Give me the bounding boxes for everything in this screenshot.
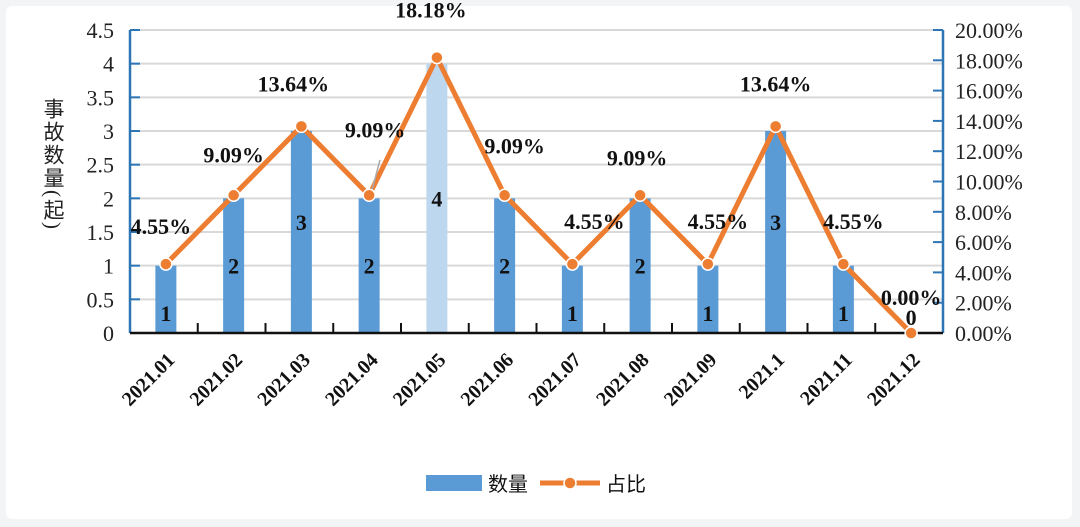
x-tick-label: 2021.12 <box>863 349 925 411</box>
ratio-marker <box>565 257 580 271</box>
y2-tick-label: 6.00% <box>955 230 1012 255</box>
x-tick-label: 2021.08 <box>592 349 654 411</box>
x-tick-label: 2021.1 <box>735 349 789 403</box>
bar-value-label: 3 <box>770 210 781 235</box>
y-axis-label: 事故数量(起) <box>41 98 65 231</box>
ratio-value-label: 4.55% <box>688 209 749 234</box>
bar <box>290 131 312 333</box>
y2-tick-label: 14.00% <box>955 109 1023 134</box>
bar-value-label: 2 <box>499 254 510 279</box>
ratio-marker <box>497 188 512 203</box>
bar <box>765 131 787 333</box>
y-tick-label: 0 <box>103 321 114 346</box>
ratio-marker <box>633 188 647 203</box>
y2-tick-label: 16.00% <box>955 79 1023 104</box>
ratio-value-label: 4.55% <box>564 209 625 234</box>
bar <box>697 265 719 333</box>
y-tick-label: 3 <box>103 119 114 144</box>
ratio-marker <box>701 257 715 271</box>
y2-tick-label: 10.00% <box>955 170 1023 195</box>
y-tick-label: 0.5 <box>87 287 115 312</box>
bar-value-label: 2 <box>364 254 375 279</box>
x-tick-label: 2021.03 <box>253 349 315 411</box>
ratio-value-label: 0.00% <box>881 285 942 310</box>
chart-card <box>6 6 1072 519</box>
x-tick-label: 2021.01 <box>118 349 180 411</box>
legend-bar-swatch <box>426 475 482 491</box>
y-tick-label: 1 <box>103 254 114 279</box>
legend-line-marker <box>563 476 577 490</box>
ratio-marker <box>226 188 241 203</box>
bar-value-label: 1 <box>567 301 578 326</box>
ratio-marker <box>768 119 783 134</box>
x-tick-label: 2021.04 <box>321 349 383 411</box>
ratio-value-label: 9.09% <box>484 133 545 158</box>
ratio-marker <box>294 119 309 134</box>
bar <box>561 265 583 333</box>
y-tick-label: 2.5 <box>87 153 115 178</box>
ratio-value-label: 18.18% <box>395 0 467 23</box>
bar-value-label: 0 <box>906 305 917 330</box>
ratio-marker <box>836 257 851 271</box>
ratio-marker <box>430 50 444 65</box>
bar <box>426 63 448 334</box>
y2-tick-label: 2.00% <box>955 291 1012 316</box>
ratio-value-label: 9.09% <box>607 145 668 170</box>
bar <box>629 198 651 333</box>
y-tick-label: 1.5 <box>87 220 115 245</box>
y2-tick-label: 20.00% <box>955 18 1023 43</box>
ratio-value-label: 9.09% <box>345 117 406 142</box>
x-tick-label: 2021.09 <box>660 349 722 411</box>
x-tick-label: 2021.11 <box>796 349 857 410</box>
ratio-value-label: 13.64% <box>258 71 330 96</box>
y2-tick-label: 4.00% <box>955 260 1012 285</box>
x-tick-label: 2021.06 <box>457 349 519 411</box>
y-tick-label: 4 <box>103 52 114 77</box>
ratio-value-label: 9.09% <box>203 142 264 167</box>
y-tick-label: 2 <box>103 186 114 211</box>
ratio-value-label: 4.55% <box>131 214 192 239</box>
y2-tick-label: 12.00% <box>955 139 1023 164</box>
bar <box>155 265 177 333</box>
bar <box>223 198 245 333</box>
bar-value-label: 3 <box>296 210 307 235</box>
y-tick-label: 4.5 <box>87 18 115 43</box>
bar-value-label: 4 <box>431 186 442 211</box>
bar-value-label: 1 <box>160 301 171 326</box>
bar <box>832 265 854 333</box>
bar-value-label: 2 <box>635 254 646 279</box>
bar <box>358 198 380 333</box>
ratio-marker <box>904 326 918 340</box>
legend-label: 占比 <box>606 473 646 496</box>
ratio-value-label: 4.55% <box>823 209 884 234</box>
x-tick-label: 2021.02 <box>186 349 248 411</box>
y2-tick-label: 0.00% <box>955 321 1012 346</box>
y-tick-label: 3.5 <box>87 85 115 110</box>
leader-line <box>371 159 381 191</box>
y2-tick-label: 18.00% <box>955 48 1023 73</box>
ratio-marker <box>362 188 376 203</box>
bar <box>494 198 516 333</box>
x-tick-label: 2021.07 <box>524 349 586 411</box>
bar-value-label: 1 <box>702 301 713 326</box>
ratio-value-label: 13.64% <box>740 71 812 96</box>
bar-value-label: 2 <box>228 254 239 279</box>
ratio-line <box>164 55 913 335</box>
x-tick-label: 2021.05 <box>389 349 451 411</box>
bar-value-label: 1 <box>838 301 849 326</box>
ratio-marker <box>159 257 173 271</box>
y2-tick-label: 8.00% <box>955 200 1012 225</box>
legend-label: 数量 <box>488 473 528 496</box>
